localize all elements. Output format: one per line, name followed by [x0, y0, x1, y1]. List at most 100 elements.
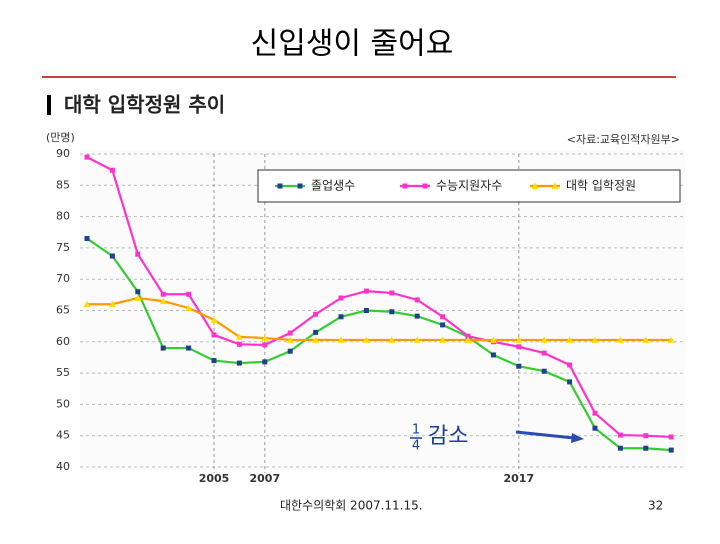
legend-box — [257, 169, 681, 203]
y-tick-label: 70 — [56, 272, 70, 285]
marker — [440, 314, 446, 320]
marker — [465, 333, 471, 339]
marker — [440, 322, 446, 328]
marker — [210, 316, 218, 323]
marker — [286, 336, 294, 343]
marker — [262, 342, 268, 348]
marker — [667, 336, 675, 343]
marker — [541, 368, 547, 374]
y-tick-label: 40 — [56, 460, 70, 473]
legend-label: 대학 입학정원 — [566, 179, 636, 193]
legend-label: 수능지원자수 — [436, 179, 502, 193]
y-tick-label: 90 — [56, 147, 70, 160]
marker — [160, 291, 166, 297]
y-tick-label: 75 — [56, 241, 70, 254]
marker — [236, 360, 242, 366]
series-line — [86, 237, 672, 452]
marker — [668, 434, 674, 440]
arrow-head — [571, 433, 584, 443]
marker — [211, 332, 217, 338]
marker — [135, 251, 141, 257]
marker — [236, 341, 242, 347]
y-tick-label: 45 — [56, 429, 70, 442]
marker — [389, 290, 395, 296]
marker — [464, 336, 472, 343]
marker — [338, 295, 344, 301]
annotation-numerator: 1 — [412, 423, 420, 438]
legend-marker — [402, 183, 408, 189]
marker — [413, 336, 421, 343]
marker — [516, 363, 522, 369]
marker — [262, 359, 268, 365]
x-tick-label: 2017 — [503, 472, 534, 485]
marker — [642, 336, 650, 343]
series-line — [86, 156, 672, 439]
x-tick-label: 2007 — [249, 472, 280, 485]
legend-marker — [277, 183, 283, 189]
legend-marker — [551, 182, 559, 189]
marker — [313, 311, 319, 317]
marker — [287, 348, 293, 354]
marker — [84, 154, 90, 160]
page-number: 32 — [648, 499, 663, 513]
marker — [389, 309, 395, 315]
x-tick-label: 2005 — [199, 472, 230, 485]
marker — [211, 358, 217, 364]
marker — [313, 329, 319, 335]
series-line — [87, 296, 672, 342]
source-label: <자료:교육인적자원부> — [567, 133, 680, 146]
marker — [186, 345, 192, 351]
marker — [363, 288, 369, 294]
marker — [592, 425, 598, 431]
marker — [515, 336, 523, 343]
marker — [414, 297, 420, 303]
marker — [338, 314, 344, 320]
footer-source: 대한수의학회 2007.11.15. — [280, 499, 423, 513]
marker — [83, 300, 91, 308]
legend-marker — [297, 183, 303, 189]
marker — [159, 297, 167, 305]
marker — [567, 379, 573, 385]
marker — [84, 236, 90, 242]
chart-title: 대학 입학정원 추이 — [64, 93, 225, 117]
marker — [516, 344, 522, 350]
y-tick-label: 85 — [56, 178, 70, 191]
marker — [616, 336, 624, 343]
marker — [592, 410, 598, 416]
marker — [160, 345, 166, 351]
y-tick-label: 55 — [56, 366, 70, 379]
marker — [617, 432, 623, 438]
slide-title: 신입생이 줄어요 — [251, 27, 454, 62]
marker — [287, 330, 293, 336]
marker — [135, 289, 141, 295]
y-tick-label: 50 — [56, 397, 70, 410]
marker — [591, 336, 599, 343]
unit-label: (만명) — [46, 131, 75, 144]
marker — [109, 253, 115, 259]
y-tick-label: 60 — [56, 335, 70, 348]
legend-marker — [531, 182, 539, 189]
marker — [185, 304, 193, 311]
marker — [414, 313, 420, 319]
y-tick-label: 65 — [56, 304, 70, 317]
marker — [363, 308, 369, 313]
annotation-text: 감소 — [428, 424, 468, 449]
annotation-arrow — [515, 430, 575, 440]
marker — [668, 447, 674, 453]
marker — [566, 336, 574, 343]
marker — [337, 336, 345, 343]
marker — [362, 336, 370, 343]
marker — [108, 300, 116, 308]
marker — [235, 333, 243, 340]
marker — [540, 336, 548, 343]
annotation-denominator: 4 — [412, 439, 420, 454]
marker — [261, 334, 269, 342]
marker — [643, 433, 649, 439]
marker — [617, 445, 623, 451]
marker — [312, 336, 320, 343]
marker — [134, 294, 142, 301]
marker — [643, 445, 649, 451]
marker — [567, 362, 573, 368]
marker — [489, 336, 497, 343]
